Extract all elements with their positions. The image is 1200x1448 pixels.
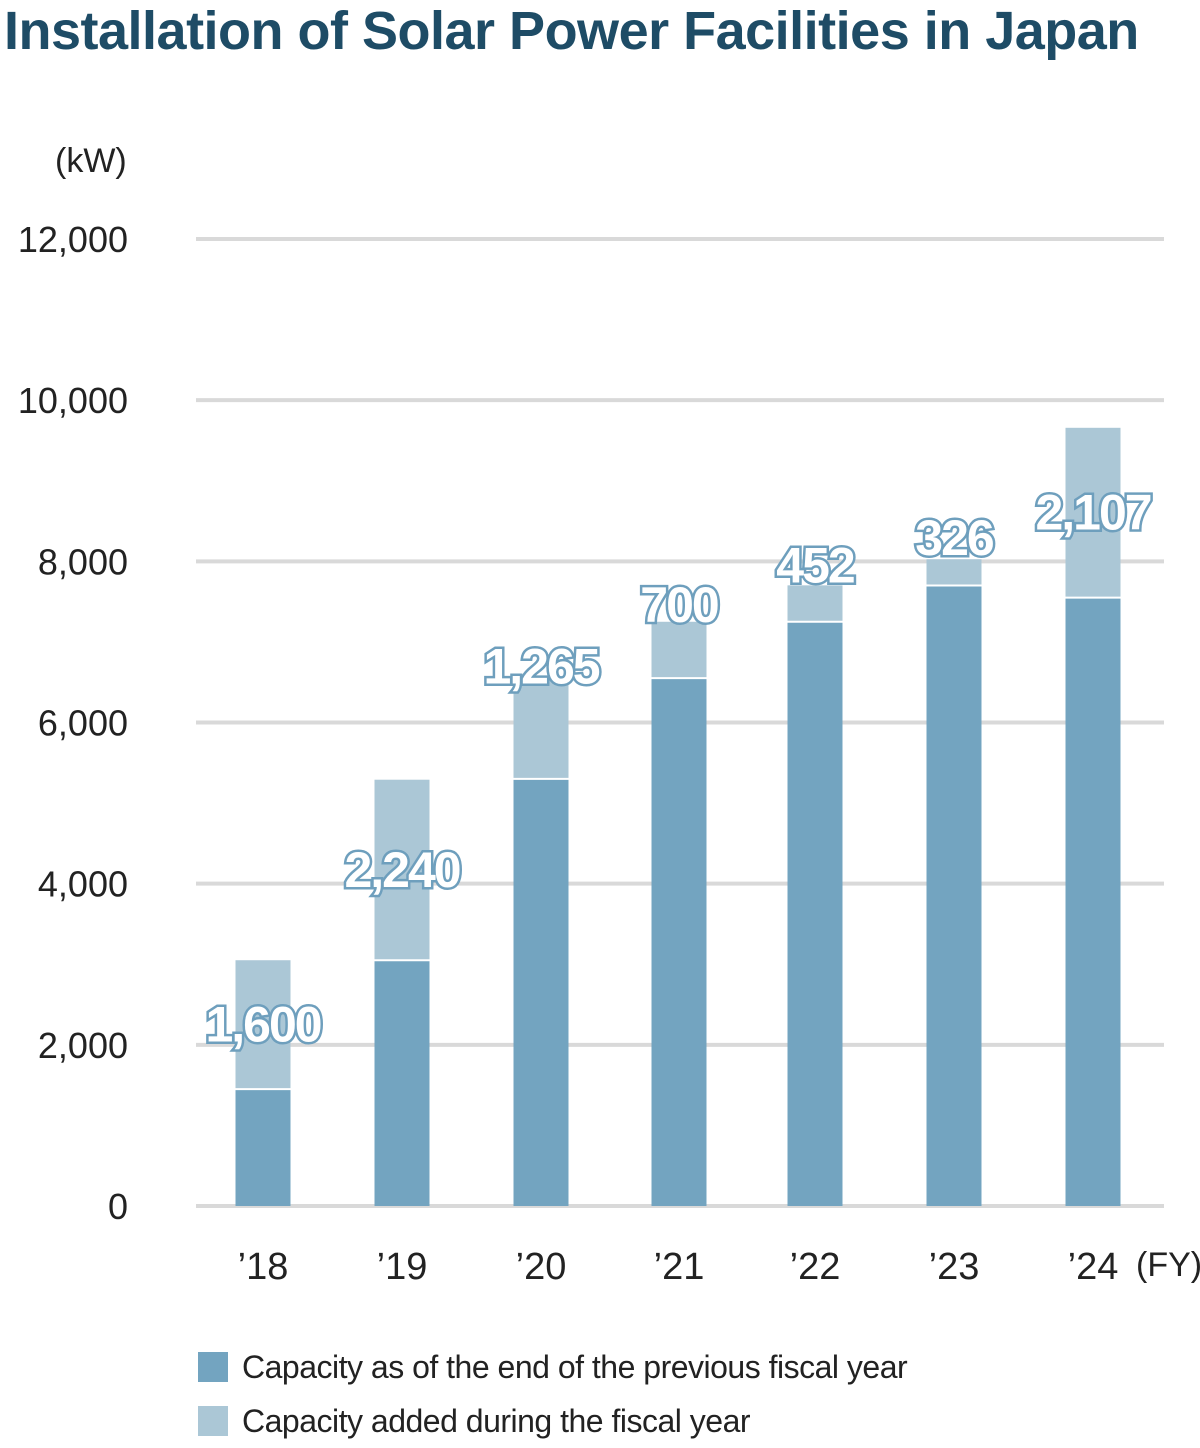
chart-area: 0 2,000 4,000 6,000 8,000 10,000 12,000 1,600 2… — [18, 142, 1200, 1288]
x-tick-label: ’19 — [377, 1246, 428, 1288]
y-tick-label: 10,000 — [18, 380, 128, 421]
y-axis-unit: (kW) — [55, 142, 127, 180]
data-label: 700 — [640, 577, 718, 633]
chart-title: Installation of Solar Power Facilities i… — [4, 1, 1139, 61]
data-label: 452 — [776, 538, 854, 594]
bar-previous-capacity — [235, 1089, 291, 1206]
data-label: 2,107 — [1035, 485, 1150, 541]
legend-item-added: Capacity added during the fiscal year — [198, 1394, 907, 1448]
y-tick-label: 12,000 — [18, 219, 128, 260]
bar-previous-capacity — [651, 678, 707, 1206]
bar-added-capacity — [1065, 427, 1121, 598]
y-tick-label: 6,000 — [38, 703, 128, 744]
bar-previous-capacity — [787, 621, 843, 1206]
bar-added-capacity — [513, 676, 569, 779]
x-tick-label: ’21 — [654, 1246, 705, 1288]
x-tick-label: ’22 — [790, 1246, 841, 1288]
bars — [235, 427, 1121, 1206]
y-axis-ticks: 0 2,000 4,000 6,000 8,000 10,000 12,000 — [18, 219, 128, 1227]
data-label: 326 — [915, 510, 993, 566]
data-labels: 1,600 2,240 1,265 700 452 326 2,107 — [203, 482, 1155, 1055]
data-label: 2,240 — [344, 842, 459, 898]
x-tick-label: ’23 — [929, 1246, 980, 1288]
x-axis-unit: (FY) — [1136, 1246, 1200, 1284]
legend-label-previous: Capacity as of the end of the previous f… — [242, 1348, 908, 1385]
x-tick-label: ’20 — [516, 1246, 567, 1288]
x-tick-label: ’24 — [1068, 1246, 1119, 1288]
y-tick-label: 0 — [108, 1186, 128, 1227]
bar-previous-capacity — [513, 778, 569, 1206]
y-tick-label: 8,000 — [38, 541, 128, 582]
legend-swatch-added — [198, 1406, 228, 1436]
y-tick-label: 4,000 — [38, 864, 128, 905]
legend: Capacity as of the end of the previous f… — [198, 1340, 908, 1448]
bar-added-capacity — [651, 621, 707, 679]
data-label: 1,600 — [205, 997, 320, 1053]
bar-previous-capacity — [926, 585, 982, 1206]
bar-previous-capacity — [1065, 597, 1121, 1206]
bar-added-capacity — [926, 559, 982, 586]
x-axis-ticks: ’18 ’19 ’20 ’21 ’22 ’23 ’24 — [238, 1246, 1119, 1288]
legend-item-previous: Capacity as of the end of the previous f… — [198, 1340, 908, 1394]
legend-label-added: Capacity added during the fiscal year — [242, 1402, 751, 1439]
data-label: 1,265 — [483, 638, 599, 694]
bar-added-capacity — [235, 960, 291, 1090]
bar-added-capacity — [787, 585, 843, 622]
x-tick-label: ’18 — [238, 1246, 289, 1288]
legend-swatch-previous — [198, 1352, 228, 1382]
bar-added-capacity — [374, 779, 430, 961]
bar-previous-capacity — [374, 960, 430, 1206]
y-tick-label: 2,000 — [38, 1025, 128, 1066]
